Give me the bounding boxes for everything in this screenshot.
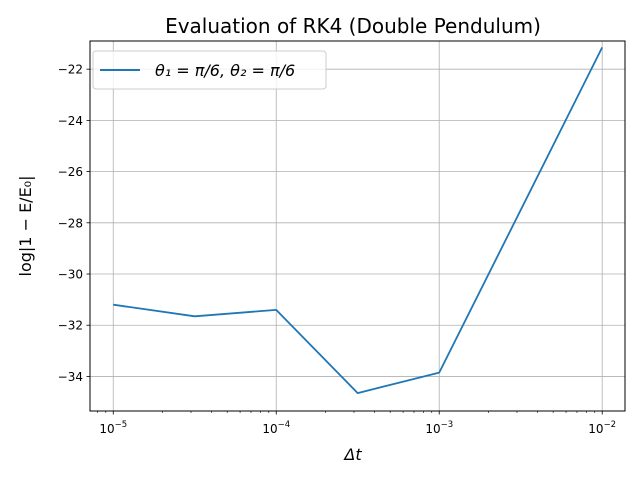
grid — [90, 41, 625, 411]
legend-label: θ₁ = π/6, θ₂ = π/6 — [155, 61, 295, 80]
x-tick-label: 10−2 — [588, 420, 616, 436]
legend-box — [92, 50, 327, 90]
y-tick-label: −28 — [58, 216, 83, 230]
series-lines — [113, 46, 604, 395]
x-tick-label: 10−3 — [425, 420, 453, 436]
y-tick-label: −24 — [58, 114, 83, 128]
y-tick-label: −30 — [58, 268, 83, 282]
y-tick-label: −22 — [58, 63, 83, 77]
series-line — [113, 46, 604, 395]
x-tick-label: 10−4 — [262, 420, 290, 436]
y-tick-label: −34 — [58, 370, 83, 384]
x-axis: 10−5 10−4 10−3 10−2 — [97, 411, 616, 436]
y-axis-label: log|1 − E/E₀| — [16, 176, 35, 277]
chart-title: Evaluation of RK4 (Double Pendulum) — [165, 14, 541, 38]
legend: θ₁ = π/6, θ₂ = π/6 — [92, 50, 327, 90]
x-axis-label: Δt — [342, 445, 362, 464]
plot-frame — [89, 40, 626, 412]
x-tick-label: 10−5 — [99, 420, 127, 436]
y-axis: −22 −24 −26 −28 −30 −32 −34 — [58, 63, 90, 384]
y-tick-label: −32 — [58, 319, 83, 333]
y-tick-label: −26 — [58, 165, 83, 179]
